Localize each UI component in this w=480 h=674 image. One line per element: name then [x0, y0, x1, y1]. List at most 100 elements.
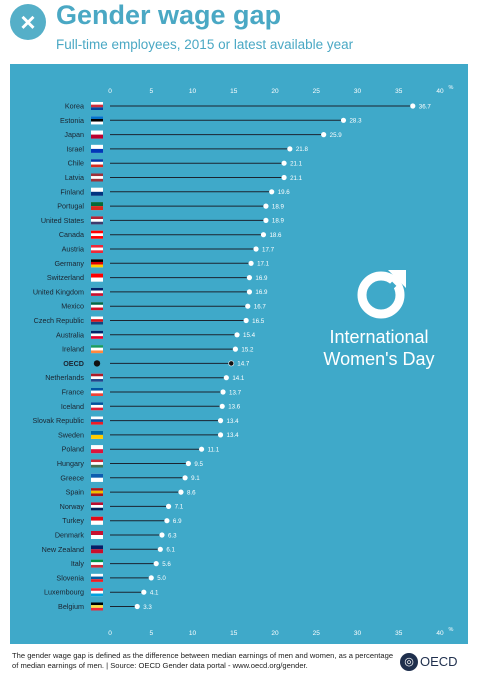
value-label: 15.2	[241, 346, 254, 353]
bar-end-dot	[153, 561, 159, 567]
category-label: Belgium	[58, 602, 84, 611]
new-zealand-flag-icon	[91, 545, 103, 554]
category-label: Norway	[60, 502, 85, 511]
category-label: Switzerland	[47, 273, 84, 282]
finland-flag-icon	[91, 187, 103, 196]
spain-flag-icon	[91, 488, 103, 497]
mexico-flag-icon	[91, 302, 103, 311]
luxembourg-flag-icon	[91, 588, 103, 597]
sweden-flag-icon	[91, 430, 103, 439]
value-label: 6.1	[166, 547, 175, 554]
flag-stripe	[91, 336, 103, 339]
flag-stripe	[91, 464, 103, 468]
oecd-marker-icon	[93, 360, 101, 367]
category-label: Slovak Republic	[32, 416, 84, 425]
netherlands-flag-icon	[91, 373, 103, 382]
flag-stripe	[91, 419, 103, 422]
flag-stripe	[91, 347, 103, 351]
category-label: Korea	[65, 102, 84, 111]
flag-stripe	[91, 502, 103, 506]
bar-end-dot	[232, 346, 238, 352]
flag-stripe	[91, 219, 103, 222]
turkey-flag-icon	[91, 516, 103, 525]
value-label: 15.4	[243, 332, 256, 339]
flag-stripe	[91, 250, 103, 253]
value-label: 9.1	[191, 475, 200, 482]
greece-flag-icon	[91, 473, 103, 482]
flag-stripe	[91, 473, 103, 478]
flag-stripe	[91, 277, 103, 282]
flag-stripe	[91, 402, 103, 405]
category-label: Spain	[66, 488, 84, 497]
flag-stripe	[91, 516, 103, 521]
flag-stripe	[91, 477, 103, 482]
flag-stripe	[91, 161, 103, 165]
womens-day-badge: International Women's Day	[314, 326, 444, 370]
flag-stripe	[91, 216, 103, 220]
category-label: Israel	[66, 144, 84, 153]
value-label: 18.9	[272, 218, 285, 225]
flag-stripe	[91, 605, 103, 608]
flag-stripe	[91, 233, 103, 237]
slovenia-flag-icon	[91, 573, 103, 582]
flag-stripe	[91, 434, 103, 439]
flag-stripe	[91, 407, 103, 411]
flag-stripe	[91, 379, 103, 382]
unit-label-top: %	[449, 85, 454, 91]
flag-stripe	[91, 293, 103, 296]
united-kingdom-flag-icon	[91, 287, 103, 296]
flag-stripe	[91, 202, 103, 207]
category-label: Poland	[62, 445, 84, 454]
flag-stripe	[91, 307, 103, 311]
austria-flag-icon	[91, 245, 103, 253]
flag-stripe	[91, 102, 103, 105]
x-tick-label-bottom: 25	[313, 630, 321, 637]
value-label: 19.6	[278, 189, 291, 196]
flag-stripe	[91, 104, 103, 108]
value-label: 18.9	[272, 203, 285, 210]
flag-stripe	[91, 316, 103, 320]
value-label: 13.6	[228, 404, 241, 411]
israel-flag-icon	[91, 144, 103, 153]
germany-flag-icon	[91, 259, 103, 268]
category-label: Turkey	[62, 516, 84, 525]
value-label: 7.1	[175, 504, 184, 511]
flag-stripe	[91, 607, 103, 611]
bar-end-dot	[185, 460, 191, 467]
flag-stripe	[91, 287, 103, 291]
bar-end-dot	[340, 117, 347, 123]
category-label: Slovenia	[56, 573, 84, 582]
australia-flag-icon	[91, 330, 103, 339]
oecd-logo[interactable]: ◎ OECD	[400, 652, 472, 672]
category-label: Luxembourg	[44, 588, 84, 597]
bar-end-dot	[248, 260, 254, 266]
flag-stripe	[91, 148, 103, 153]
bar-end-dot	[165, 503, 172, 509]
flag-stripe	[91, 290, 103, 294]
flag-stripe	[91, 404, 103, 408]
flag-stripe	[91, 261, 103, 265]
category-label: Latvia	[65, 173, 84, 182]
flag-stripe	[91, 388, 103, 391]
flag-stripe	[91, 116, 103, 119]
value-label: 16.9	[255, 275, 268, 282]
flag-stripe	[91, 230, 103, 234]
flag-stripe	[91, 416, 103, 420]
flag-stripe	[91, 191, 103, 196]
category-label: Canada	[59, 230, 84, 239]
value-label: 6.3	[168, 532, 177, 539]
bar-end-dot	[246, 289, 253, 295]
x-tick-label-top: 30	[354, 88, 362, 95]
value-label: 11.1	[208, 447, 220, 454]
bar-end-dot	[263, 203, 269, 209]
category-label: United States	[41, 216, 85, 225]
category-label: Germany	[54, 259, 84, 268]
estonia-flag-icon	[91, 116, 103, 125]
bar-end-dot	[321, 132, 327, 138]
flag-stripe	[91, 590, 103, 594]
flag-stripe	[91, 376, 103, 380]
poland-flag-icon	[91, 445, 103, 454]
latvia-flag-icon	[91, 173, 103, 182]
value-label: 16.5	[252, 318, 265, 325]
value-label: 13.7	[229, 389, 242, 396]
